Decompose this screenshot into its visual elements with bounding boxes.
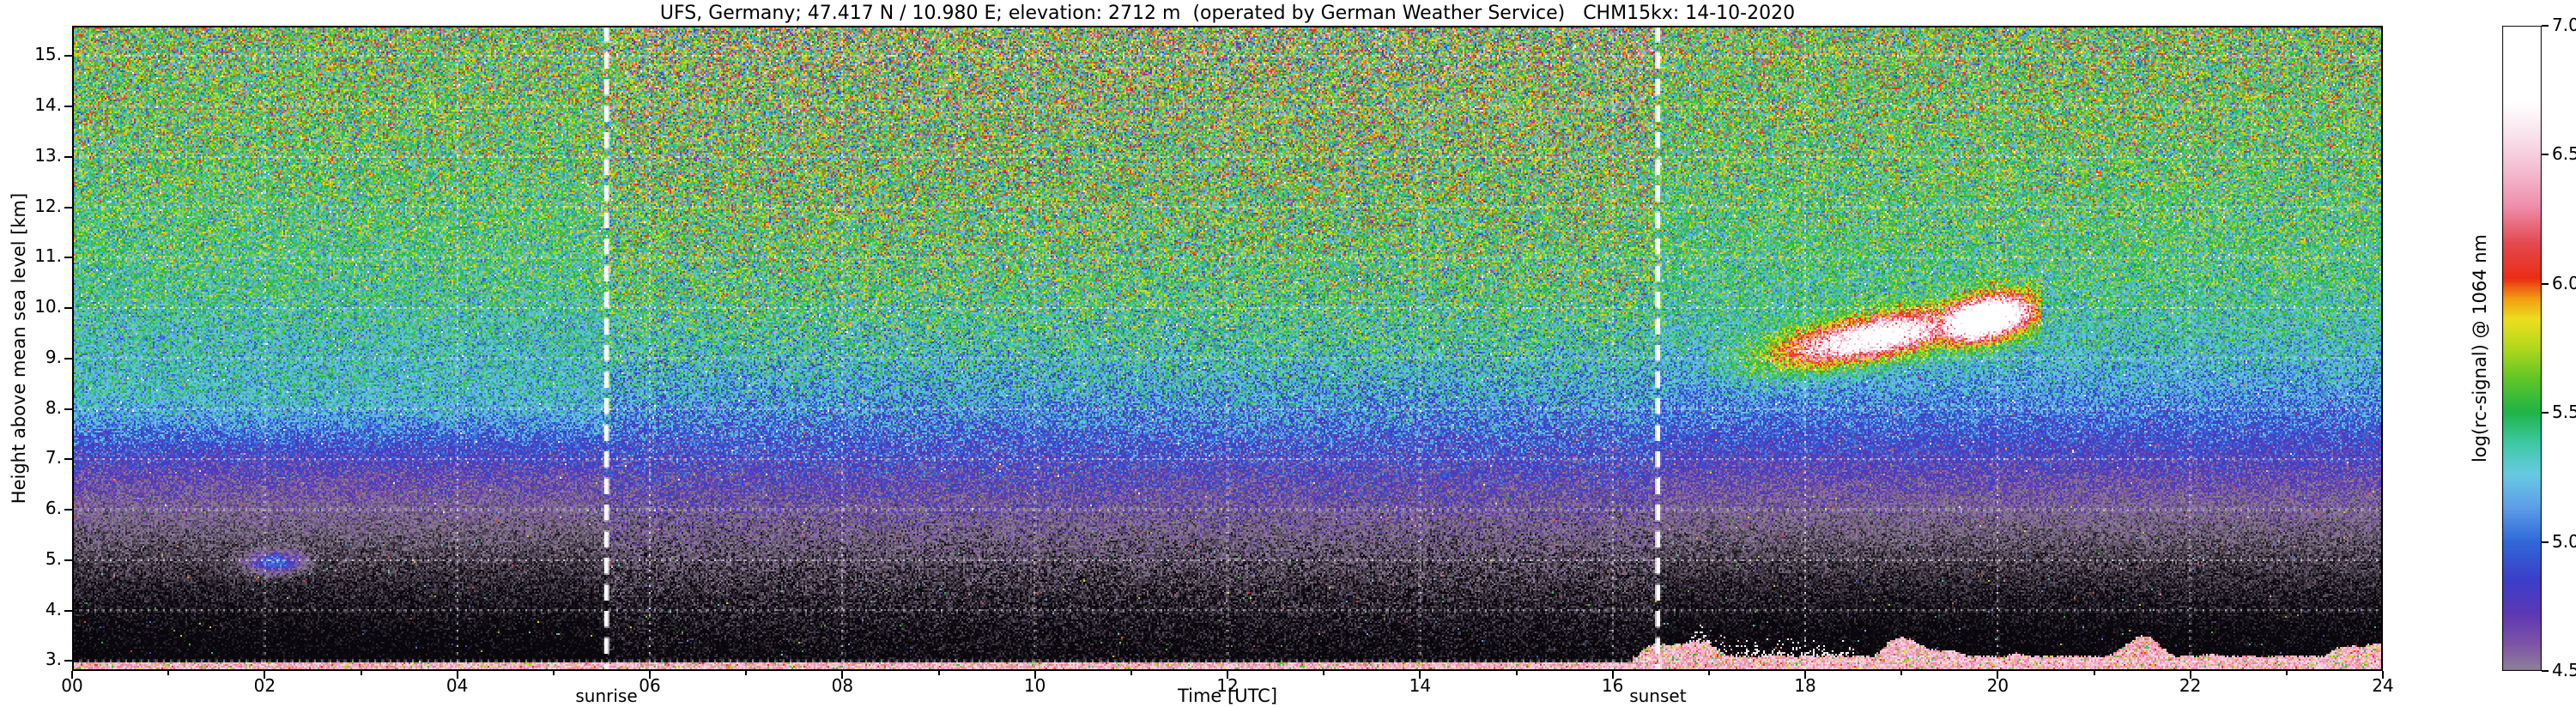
y-tick-label: 6. (19, 499, 62, 517)
x-axis-minor-tick (938, 671, 940, 675)
x-axis-minor-tick (2286, 671, 2288, 675)
colorbar-tick (2542, 154, 2549, 155)
y-axis-tick (64, 660, 72, 662)
colorbar-tick (2542, 670, 2549, 672)
x-axis-minor-tick (553, 671, 555, 675)
x-tick-label: 02 (239, 677, 290, 694)
x-tick-label: 10 (1009, 677, 1061, 694)
colorbar-tick (2542, 283, 2549, 285)
x-tick-label: 24 (2357, 677, 2409, 694)
x-axis-minor-tick (745, 671, 747, 675)
colorbar-tick (2542, 541, 2549, 543)
backscatter-heatmap-canvas (72, 26, 2383, 671)
colorbar-tick-label: 5.0 (2552, 533, 2576, 550)
y-axis-tick (64, 559, 72, 561)
sun-annotation-label: sunset (1597, 687, 1718, 704)
y-axis-tick (64, 610, 72, 612)
y-tick-label: 12. (19, 197, 62, 215)
x-tick-label: 12 (1202, 677, 1253, 694)
y-axis-tick (64, 408, 72, 410)
y-tick-label: 7. (19, 449, 62, 466)
y-axis-tick (64, 55, 72, 57)
colorbar-tick (2542, 412, 2549, 414)
chart-title: UFS, Germany; 47.417 N / 10.980 E; eleva… (72, 3, 2383, 24)
colorbar-tick-label: 5.5 (2552, 403, 2576, 420)
colorbar-tick-label: 6.5 (2552, 145, 2576, 162)
x-tick-label: 08 (816, 677, 868, 694)
y-axis-tick (64, 358, 72, 360)
y-axis-tick (64, 106, 72, 107)
x-tick-label: 14 (1394, 677, 1446, 694)
x-axis-minor-tick (1130, 671, 1132, 675)
x-axis-minor-tick (1516, 671, 1518, 675)
x-axis-minor-tick (167, 671, 169, 675)
x-axis-minor-tick (2094, 671, 2095, 675)
y-tick-label: 11. (19, 247, 62, 264)
y-tick-label: 4. (19, 601, 62, 618)
y-tick-label: 9. (19, 348, 62, 366)
sun-annotation-label: sunrise (547, 687, 667, 704)
x-tick-label: 20 (1972, 677, 2023, 694)
x-tick-label: 04 (432, 677, 483, 694)
x-axis-minor-tick (1323, 671, 1324, 675)
y-tick-label: 5. (19, 550, 62, 567)
colorbar-tick (2542, 25, 2549, 27)
x-axis-minor-tick (1900, 671, 1902, 675)
y-axis-tick (64, 207, 72, 208)
colorbar-label: log(rc-signal) @ 1064 nm (2470, 26, 2492, 671)
x-tick-label: 18 (1779, 677, 1831, 694)
x-tick-label: 22 (2165, 677, 2216, 694)
x-axis-minor-tick (361, 671, 362, 675)
y-tick-label: 3. (19, 650, 62, 668)
colorbar-tick-label: 7.0 (2552, 16, 2576, 33)
colorbar-gradient (2502, 26, 2542, 671)
y-axis-tick (64, 509, 72, 511)
y-axis-tick (64, 307, 72, 309)
y-axis-tick (64, 257, 72, 258)
y-tick-label: 13. (19, 147, 62, 164)
ceilometer-quicklook-figure: UFS, Germany; 47.417 N / 10.980 E; eleva… (0, 0, 2576, 707)
x-axis-minor-tick (1708, 671, 1710, 675)
y-axis-tick (64, 458, 72, 460)
y-tick-label: 8. (19, 399, 62, 416)
y-tick-label: 15. (19, 45, 62, 63)
colorbar-tick-label: 4.5 (2552, 662, 2576, 679)
colorbar-tick-label: 6.0 (2552, 275, 2576, 292)
x-tick-label: 00 (46, 677, 98, 694)
y-tick-label: 14. (19, 96, 62, 113)
y-tick-label: 10. (19, 298, 62, 315)
y-axis-tick (64, 156, 72, 158)
